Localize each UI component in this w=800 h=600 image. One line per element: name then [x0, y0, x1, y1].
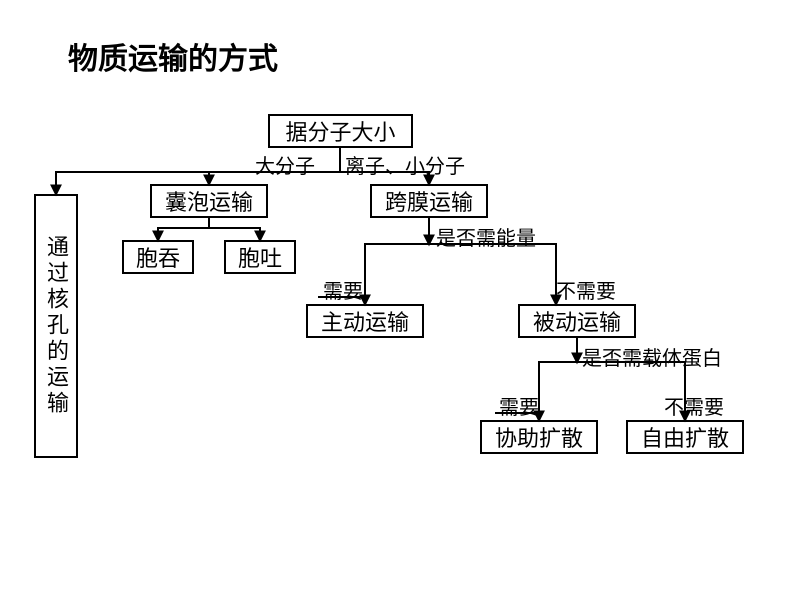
node-active: 主动运输: [306, 304, 424, 338]
label-energy-question: 是否需能量: [436, 222, 536, 251]
node-root: 据分子大小: [268, 114, 413, 148]
node-transmembrane: 跨膜运输: [370, 184, 488, 218]
edges-layer: [0, 0, 800, 600]
label-carrier-question: 是否需载体蛋白: [582, 342, 722, 371]
node-nuclear-pore: 通过核孔的运输: [34, 194, 78, 458]
node-passive: 被动运输: [518, 304, 636, 338]
label-no-energy: 不需要: [556, 275, 616, 304]
node-exocytosis: 胞吐: [224, 240, 296, 274]
label-small-molecule: 离子、小分子: [345, 150, 465, 179]
node-facilitated: 协助扩散: [480, 420, 598, 454]
label-no-carrier: 不需要: [664, 391, 724, 420]
label-big-molecule: 大分子: [255, 150, 315, 179]
node-free: 自由扩散: [626, 420, 744, 454]
label-need-carrier: 需要: [499, 391, 539, 420]
node-vesicle: 囊泡运输: [150, 184, 268, 218]
node-endocytosis: 胞吞: [122, 240, 194, 274]
label-need-energy: 需要: [323, 275, 363, 304]
page-title: 物质运输的方式: [68, 34, 278, 78]
